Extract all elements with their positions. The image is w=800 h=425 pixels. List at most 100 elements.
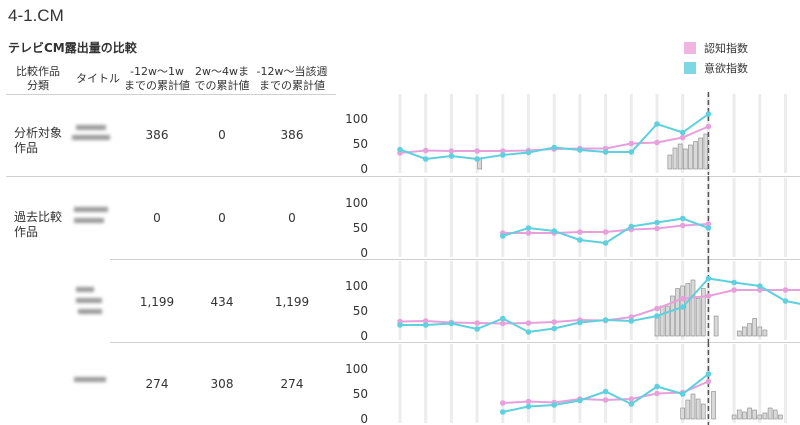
cm-exposure-bar <box>682 148 688 170</box>
awareness-point <box>551 319 557 325</box>
cm-exposure-bar <box>680 285 686 337</box>
motivation-point <box>551 325 557 332</box>
y-tick-label: 100 <box>345 362 368 376</box>
cm-exposure-bar <box>742 411 747 420</box>
row-total-12w-1w: 386 <box>145 128 169 142</box>
motivation-point <box>525 149 532 156</box>
awareness-point <box>448 148 455 154</box>
y-tick-label: 50 <box>353 387 368 401</box>
cm-exposure-bar <box>747 407 752 420</box>
motivation-point <box>654 313 660 319</box>
motivation-point <box>500 152 506 158</box>
motivation-point <box>679 129 686 136</box>
awareness-point <box>679 222 686 229</box>
legend-item-motivation[interactable]: 意欲指数 <box>684 58 748 78</box>
cm-exposure-bar <box>711 391 716 420</box>
motivation-point <box>628 401 635 407</box>
awareness-line <box>399 289 800 325</box>
motivation-point <box>577 237 583 243</box>
motivation-point <box>705 371 712 377</box>
motivation-point <box>705 225 712 231</box>
motivation-point <box>448 153 455 159</box>
cm-exposure-bar <box>752 318 757 337</box>
cm-exposure-bar <box>736 330 742 337</box>
motivation-point <box>525 403 532 410</box>
row-title-thumbnail-blurred[interactable] <box>72 122 112 150</box>
awareness-point <box>525 320 532 326</box>
awareness-point <box>782 287 789 293</box>
awareness-point <box>525 230 532 236</box>
y-tick-label: 100 <box>345 112 368 126</box>
awareness-point <box>654 139 660 146</box>
motivation-point <box>731 279 737 286</box>
cm-exposure-bar <box>667 154 673 170</box>
awareness-point <box>731 287 737 293</box>
awareness-point <box>705 293 712 299</box>
motivation-point <box>679 304 686 310</box>
motivation-point <box>577 397 583 404</box>
motivation-point <box>500 409 506 415</box>
motivation-point <box>628 318 635 324</box>
row-total-2w-4w: 0 <box>218 128 226 142</box>
page-title: 4-1.CM <box>8 6 64 25</box>
awareness-point <box>422 318 429 324</box>
motivation-point <box>705 275 712 282</box>
cm-exposure-bar <box>698 137 703 170</box>
row-total-12w-1w: 1,199 <box>139 295 175 309</box>
motivation-point <box>602 240 609 246</box>
motivation-point <box>782 298 789 304</box>
legend-label-motivation: 意欲指数 <box>704 62 748 75</box>
motivation-point <box>654 219 660 226</box>
row-total-12w-current: 386 <box>280 128 304 142</box>
row-title-thumbnail-blurred[interactable] <box>72 372 112 388</box>
y-tick-label: 0 <box>360 412 368 425</box>
cm-exposure-bar <box>654 315 660 337</box>
col-header-total-2w-4w[interactable]: 2w〜4wま での累計値 <box>194 65 250 92</box>
cm-exposure-bar <box>672 147 678 170</box>
col-header-category[interactable]: 比較作品 分類 <box>16 65 60 92</box>
cm-exposure-bar <box>677 143 683 170</box>
legend-item-awareness[interactable]: 認知指数 <box>684 38 748 58</box>
col-header-total-12w-current[interactable]: -12w〜当該週 までの累計値 <box>256 65 328 92</box>
row-total-12w-current: 274 <box>280 377 304 391</box>
cm-exposure-bar <box>747 323 752 337</box>
awareness-point <box>500 320 506 327</box>
chart-legend: 認知指数 意欲指数 <box>684 38 748 78</box>
col-header-title[interactable]: タイトル <box>76 72 120 85</box>
cm-exposure-bar <box>772 409 778 420</box>
y-tick-label: 0 <box>360 246 368 260</box>
cm-exposure-bar <box>762 412 768 420</box>
awareness-point <box>679 134 686 141</box>
cm-exposure-bar <box>664 305 670 337</box>
awareness-point <box>628 314 635 320</box>
cm-exposure-bar <box>700 403 706 420</box>
motivation-line <box>400 277 800 334</box>
awareness-point <box>474 320 480 326</box>
motivation-point <box>422 322 429 328</box>
row-category-target: 分析対象 作品 <box>14 126 63 155</box>
cm-exposure-bar <box>675 288 680 337</box>
legend-swatch-motivation <box>684 62 696 74</box>
awareness-point <box>525 398 532 405</box>
cm-exposure-bar <box>762 329 768 337</box>
motivation-point <box>397 146 403 153</box>
cm-exposure-bar <box>767 407 773 420</box>
row-total-2w-4w: 0 <box>218 211 226 225</box>
awareness-point <box>628 396 635 402</box>
cm-exposure-bar <box>690 393 696 420</box>
motivation-point <box>679 215 686 222</box>
row-total-12w-1w: 274 <box>145 377 169 391</box>
motivation-point <box>551 402 557 408</box>
motivation-point <box>525 225 532 231</box>
col-header-total-12w-1w[interactable]: -12w〜1w までの累計値 <box>124 65 190 92</box>
y-tick-label: 0 <box>360 329 368 343</box>
line-charts-area: 0 50 100 0 50 100 0 50 100 0 50 100 <box>345 92 800 425</box>
row-divider-2 <box>110 259 800 260</box>
cm-exposure-bar <box>742 326 747 337</box>
row-title-thumbnail-blurred[interactable] <box>72 284 112 318</box>
row-title-thumbnail-blurred[interactable] <box>72 204 112 232</box>
section-title: テレビCM露出量の比較 <box>8 41 137 55</box>
cm-exposure-bar <box>713 315 719 337</box>
row-total-2w-4w: 308 <box>210 377 234 391</box>
awareness-point <box>705 221 712 227</box>
